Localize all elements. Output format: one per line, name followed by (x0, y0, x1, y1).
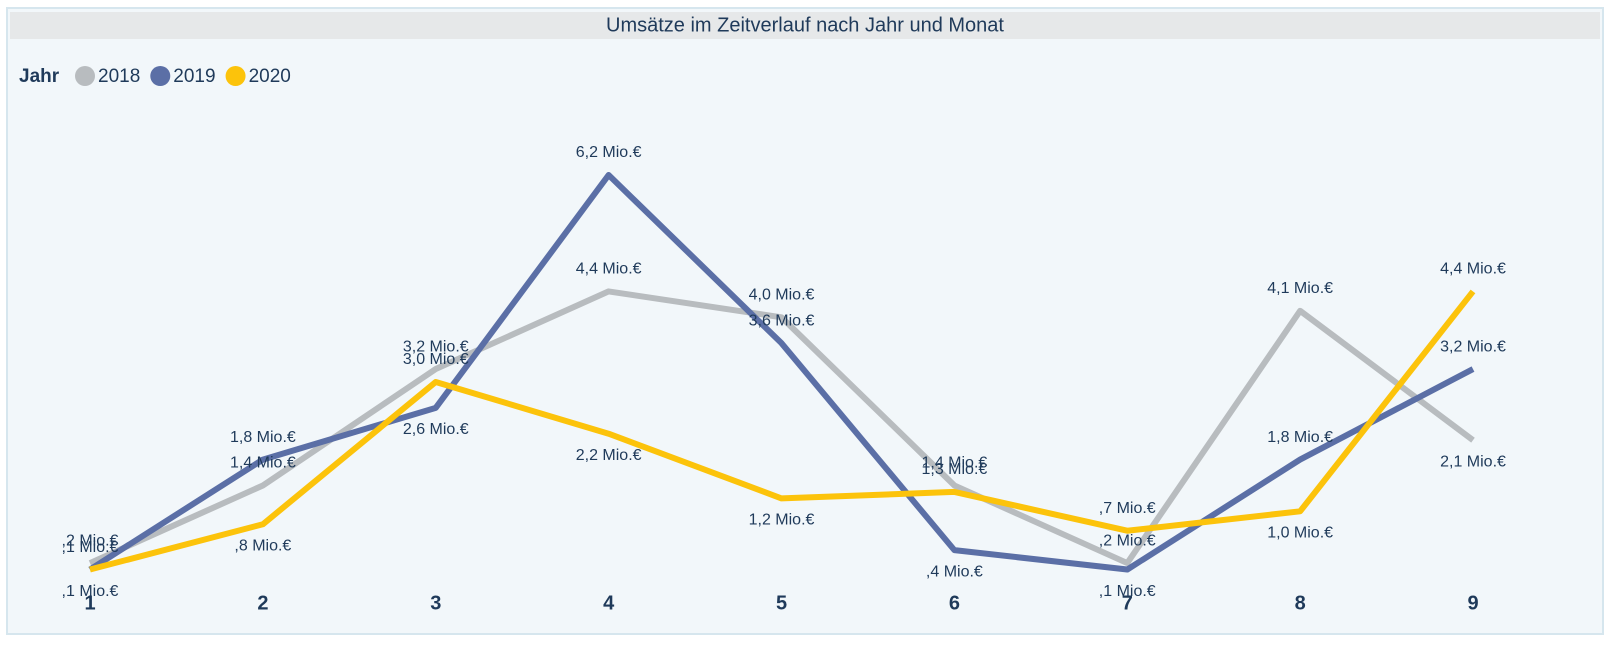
data-label: 1,3 Mio.€ (921, 461, 987, 478)
data-label: ,2 Mio.€ (62, 532, 119, 549)
data-label: 4,4 Mio.€ (576, 261, 642, 278)
x-tick-label: 6 (949, 592, 960, 614)
data-label: 4,4 Mio.€ (1440, 261, 1506, 278)
data-label: ,4 Mio.€ (926, 563, 983, 580)
legend-label: 2020 (249, 66, 291, 87)
x-tick-label: 1 (84, 592, 95, 614)
data-label: 2,6 Mio.€ (403, 421, 469, 438)
chart-title: Umsätze im Zeitverlauf nach Jahr und Mon… (606, 14, 1004, 36)
title-bar (10, 12, 1600, 39)
legend-title: Jahr (19, 66, 60, 87)
x-tick-label: 9 (1467, 592, 1478, 614)
data-label: 6,2 Mio.€ (576, 144, 642, 161)
x-tick-label: 2 (257, 592, 268, 614)
line (88, 288, 1475, 567)
data-label: 3,2 Mio.€ (1440, 338, 1506, 355)
data-label: 1,8 Mio.€ (1267, 429, 1333, 446)
data-label: ,1 Mio.€ (1099, 583, 1156, 600)
x-tick-label: 7 (1122, 592, 1133, 614)
data-label: 1,0 Mio.€ (1267, 525, 1333, 542)
line (88, 172, 1475, 573)
data-label: 1,2 Mio.€ (749, 512, 815, 529)
data-label: 3,6 Mio.€ (749, 312, 815, 329)
data-label: ,2 Mio.€ (1099, 532, 1156, 549)
x-tick-label: 5 (776, 592, 787, 614)
legend-marker (225, 66, 246, 86)
x-tick-label: 4 (603, 592, 615, 614)
legend-label: 2019 (173, 66, 215, 87)
data-label: 1,8 Mio.€ (230, 429, 296, 446)
data-label: 1,4 Mio.€ (921, 455, 987, 472)
x-tick-label: 8 (1295, 592, 1306, 614)
panel (6, 7, 1604, 635)
data-label: ,8 Mio.€ (234, 537, 291, 554)
data-label: 4,0 Mio.€ (749, 287, 815, 304)
data-label: 1,4 Mio.€ (230, 455, 296, 472)
data-label: ,7 Mio.€ (1099, 500, 1156, 517)
legend-marker (75, 66, 95, 86)
data-label: ,1 Mio.€ (62, 539, 119, 556)
data-label: 2,2 Mio.€ (576, 447, 642, 464)
x-tick-label: 3 (430, 592, 441, 614)
data-label: 3,2 Mio.€ (403, 338, 469, 355)
legend-marker (150, 66, 171, 86)
data-label: 2,1 Mio.€ (1440, 453, 1506, 470)
line (89, 289, 1476, 573)
legend-label: 2018 (98, 66, 140, 87)
data-label: ,1 Mio.€ (62, 583, 119, 600)
data-label: 4,1 Mio.€ (1267, 280, 1333, 297)
data-label: 3,0 Mio.€ (403, 351, 469, 368)
